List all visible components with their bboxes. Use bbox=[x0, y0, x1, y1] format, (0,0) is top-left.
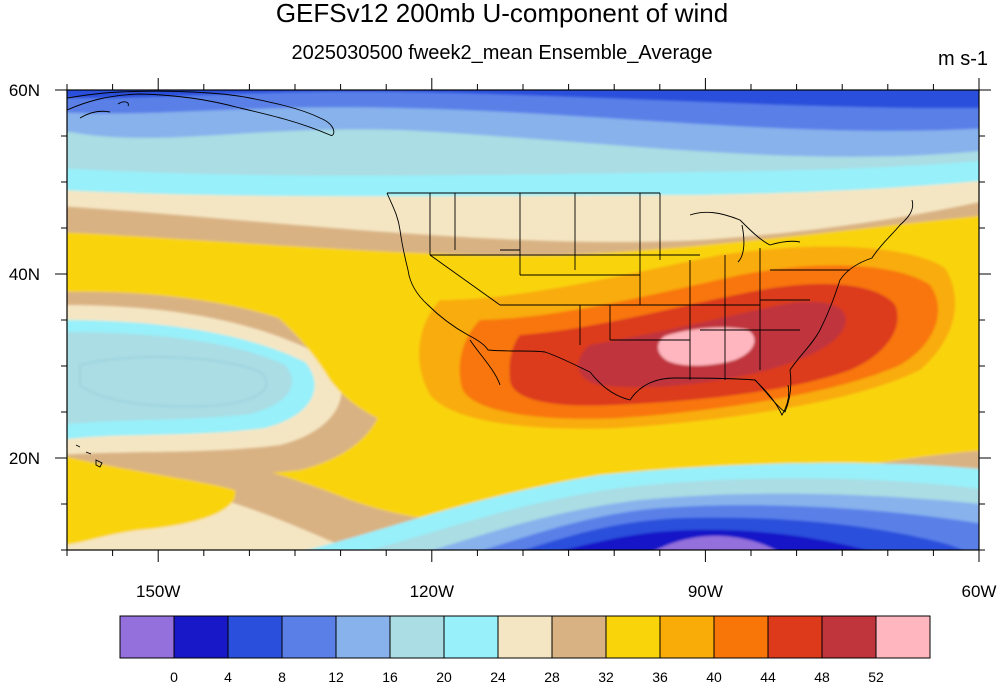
lat-label: 20N bbox=[9, 449, 40, 468]
chart-subtitle: 2025030500 fweek2_mean Ensemble_Average bbox=[291, 42, 713, 64]
lat-label: 40N bbox=[9, 265, 40, 284]
colorbar-label: 32 bbox=[598, 669, 614, 684]
colorbar-label: 12 bbox=[328, 669, 344, 684]
lat-label: 60N bbox=[9, 81, 40, 100]
colorbar-swatch bbox=[227, 615, 283, 659]
colorbar-swatch bbox=[389, 615, 445, 659]
colorbar-label: 48 bbox=[814, 669, 830, 684]
colorbar-swatch bbox=[173, 615, 229, 659]
chart-title: GEFSv12 200mb U-component of wind bbox=[275, 0, 729, 28]
axis-ticks bbox=[55, 78, 991, 562]
colorbar-swatch bbox=[713, 615, 769, 659]
colorbar-swatch bbox=[821, 615, 877, 659]
colorbar-label: 20 bbox=[436, 669, 452, 684]
colorbar-label: 8 bbox=[278, 669, 286, 684]
colorbar-swatch bbox=[497, 615, 553, 659]
colorbar-swatch bbox=[659, 615, 715, 659]
colorbar-swatch bbox=[551, 615, 607, 659]
coastlines bbox=[67, 90, 914, 468]
colorbar-swatch bbox=[335, 615, 391, 659]
colorbar-swatch bbox=[875, 615, 931, 659]
colorbar-swatch bbox=[119, 615, 175, 659]
colorbar-label: 4 bbox=[224, 669, 232, 684]
colorbar-label: 52 bbox=[868, 669, 884, 684]
colorbar-swatch bbox=[767, 615, 823, 659]
wind-field bbox=[67, 90, 979, 550]
axis-labels: 150W 120W 90W 60W 60N 40N 20N bbox=[9, 81, 997, 601]
colorbar-swatch bbox=[443, 615, 499, 659]
units-label: m s-1 bbox=[938, 48, 988, 70]
colorbar-label: 36 bbox=[652, 669, 668, 684]
lon-label: 150W bbox=[136, 582, 180, 601]
colorbar-label: 16 bbox=[382, 669, 398, 684]
colorbar-label: 28 bbox=[544, 669, 560, 684]
colorbar-label: 40 bbox=[706, 669, 722, 684]
colorbar-swatch bbox=[605, 615, 661, 659]
lon-label: 90W bbox=[688, 582, 723, 601]
lon-label: 60W bbox=[962, 582, 997, 601]
lon-label: 120W bbox=[410, 582, 454, 601]
colorbar: 0 4 8 12 16 20 24 28 32 36 40 44 48 52 bbox=[119, 615, 931, 684]
band-8 bbox=[67, 90, 979, 109]
colorbar-label: 0 bbox=[170, 669, 178, 684]
colorbar-label: 44 bbox=[760, 669, 776, 684]
colorbar-swatch bbox=[281, 615, 337, 659]
colorbar-label: 24 bbox=[490, 669, 506, 684]
